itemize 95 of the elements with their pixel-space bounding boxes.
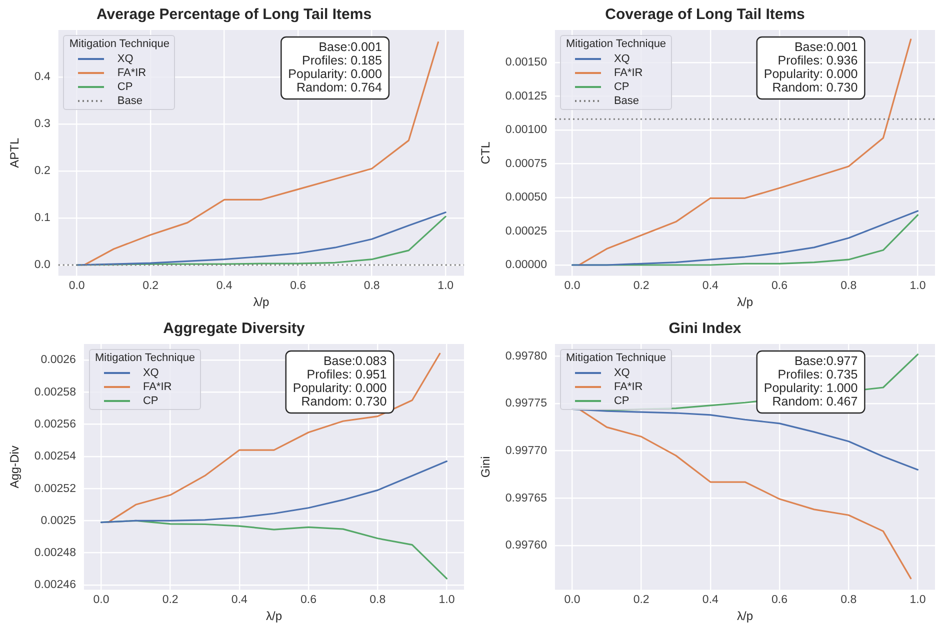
x-tick-label: 0.0 xyxy=(93,594,110,606)
y-tick-label: 0.0026 xyxy=(40,354,76,366)
legend-label: FA*IR xyxy=(142,380,172,394)
y-tick-label: 0.0 xyxy=(34,259,50,272)
y-tick-label: 0.00246 xyxy=(34,579,76,592)
x-tick-label: 0.8 xyxy=(840,594,857,606)
y-tick-label: 0.00252 xyxy=(34,482,76,495)
y-tick-label: 0.00025 xyxy=(505,225,547,238)
legend-label: XQ xyxy=(142,366,159,380)
x-tick-label: 0.8 xyxy=(364,280,380,292)
y-tick-label: 0.00256 xyxy=(34,418,76,430)
y-tick-label: 0.00100 xyxy=(505,124,547,136)
legend-label: XQ xyxy=(614,366,630,380)
y-tick-label: 0.99770 xyxy=(505,445,547,457)
x-tick-label: 0.4 xyxy=(702,594,720,606)
y-tick-label: 0.3 xyxy=(34,118,50,130)
x-tick-label: 0.4 xyxy=(216,280,233,292)
legend-label: CP xyxy=(142,394,158,408)
legend-label: XQ xyxy=(117,52,134,66)
annotation: Base:0.977 xyxy=(794,354,858,368)
x-axis-title: λ/p xyxy=(736,609,754,624)
y-tick-label: 0.99765 xyxy=(505,492,547,504)
y-tick-label: 0.00258 xyxy=(34,386,76,398)
legend-label: FA*IR xyxy=(614,66,643,80)
x-tick-label: 0.6 xyxy=(772,594,788,606)
annotation: Random: 0.764 xyxy=(296,80,382,95)
annotation: Base:0.001 xyxy=(794,40,858,54)
chart-title: Aggregate Diversity xyxy=(163,320,306,338)
y-axis-title: CTL xyxy=(478,141,493,164)
y-tick-label: 0.99775 xyxy=(505,398,547,410)
y-tick-label: 0.00075 xyxy=(505,158,547,170)
annotation: Profiles: 0.185 xyxy=(302,54,382,68)
x-tick-label: 0.6 xyxy=(300,594,317,606)
annotation: Random: 0.730 xyxy=(772,80,858,95)
annotation: Popularity: 0.000 xyxy=(292,381,387,396)
y-axis-title: Gini xyxy=(478,456,493,478)
y-tick-label: 0.00000 xyxy=(505,259,547,272)
x-tick-label: 0.0 xyxy=(68,280,85,292)
x-axis-title: λ/p xyxy=(736,295,754,310)
y-tick-label: 0.00050 xyxy=(505,192,547,204)
x-tick-label: 0.2 xyxy=(633,280,650,292)
annotation: Base:0.001 xyxy=(318,40,382,54)
x-tick-label: 0.2 xyxy=(633,594,650,606)
legend-label: FA*IR xyxy=(117,66,146,80)
x-tick-label: 0.8 xyxy=(840,280,857,292)
annotation: Profiles: 0.936 xyxy=(778,54,858,68)
legend-label: CP xyxy=(614,394,630,408)
x-tick-label: 0.6 xyxy=(772,280,788,292)
x-axis-title: λ/p xyxy=(253,295,270,310)
legend-title: Mitigation Technique xyxy=(69,38,170,51)
legend-label: CP xyxy=(614,80,630,94)
legend-title: Mitigation Technique xyxy=(94,352,196,365)
x-tick-label: 0.2 xyxy=(162,594,178,606)
y-axis-title: Agg-Div xyxy=(8,446,22,488)
y-tick-label: 0.00150 xyxy=(505,56,547,69)
legend-label: CP xyxy=(117,80,133,94)
chart-title: Coverage of Long Tail Items xyxy=(605,6,805,24)
x-tick-label: 1.0 xyxy=(438,280,454,292)
annotation: Profiles: 0.735 xyxy=(778,368,858,382)
legend-label: Base xyxy=(117,94,142,108)
legend-title: Mitigation Technique xyxy=(566,352,666,365)
annotation: Random: 0.730 xyxy=(301,394,387,409)
x-tick-label: 0.6 xyxy=(290,280,306,292)
legend-label: Base xyxy=(614,94,640,108)
x-tick-label: 0.0 xyxy=(564,280,580,292)
x-tick-label: 0.4 xyxy=(231,594,248,606)
y-tick-label: 0.2 xyxy=(34,165,50,178)
x-tick-label: 1.0 xyxy=(438,594,455,606)
y-tick-label: 0.99780 xyxy=(505,350,547,362)
annotation: Profiles: 0.951 xyxy=(306,368,387,382)
y-tick-label: 0.00248 xyxy=(34,547,76,560)
x-tick-label: 1.0 xyxy=(910,280,926,292)
chart-title: Average Percentage of Long Tail Items xyxy=(96,6,372,24)
legend-label: XQ xyxy=(614,52,630,66)
x-tick-label: 0.0 xyxy=(564,594,580,606)
x-tick-label: 0.2 xyxy=(142,280,159,292)
y-tick-label: 0.1 xyxy=(34,212,50,224)
legend-title: Mitigation Technique xyxy=(566,38,666,51)
y-tick-label: 0.00125 xyxy=(505,90,547,102)
annotation: Popularity: 1.000 xyxy=(764,381,858,396)
annotation: Popularity: 0.000 xyxy=(764,67,858,82)
annotation: Random: 0.467 xyxy=(772,394,858,409)
x-tick-label: 0.4 xyxy=(702,280,720,292)
x-tick-label: 0.8 xyxy=(370,594,386,606)
legend-label: FA*IR xyxy=(614,380,643,394)
y-tick-label: 0.0025 xyxy=(40,514,76,527)
x-axis-title: λ/p xyxy=(266,609,282,624)
chart-title: Gini Index xyxy=(668,320,742,338)
y-tick-label: 0.99760 xyxy=(505,540,547,552)
y-axis-title: APTL xyxy=(8,138,22,168)
annotation: Base:0.083 xyxy=(323,354,387,368)
y-tick-label: 0.00254 xyxy=(34,450,77,463)
y-tick-label: 0.4 xyxy=(34,71,51,84)
x-tick-label: 1.0 xyxy=(910,594,926,606)
annotation: Popularity: 0.000 xyxy=(288,67,382,82)
